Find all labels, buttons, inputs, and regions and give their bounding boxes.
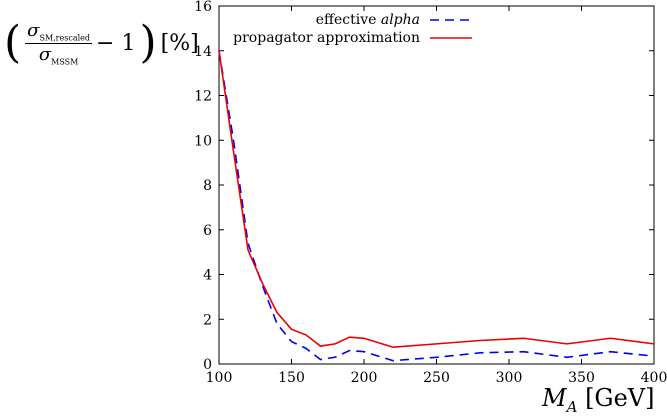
x-tick-label: 200 [351, 370, 378, 386]
x-axis-label: MA [GeV] [542, 384, 655, 416]
x-tick-label: 250 [423, 370, 450, 386]
y-tick-label: 16 [194, 0, 212, 15]
y-tick-label: 6 [203, 223, 212, 239]
series-line-0 [218, 50, 655, 362]
y-tick-label: 4 [203, 268, 212, 284]
y-tick-label: 12 [194, 89, 212, 105]
legend-label: propagator approximation [233, 30, 420, 46]
x-tick-label: 400 [641, 370, 667, 386]
x-tick-label: 100 [206, 370, 233, 386]
y-tick-label: 8 [203, 178, 212, 194]
x-tick-label: 350 [568, 370, 595, 386]
y-tick-label: 14 [194, 44, 212, 60]
y-tick-label: 0 [203, 357, 212, 373]
x-tick-label: 150 [278, 370, 305, 386]
x-tick-label: 300 [496, 370, 523, 386]
y-axis-label: ( σSM,rescaled σMSSM − 1 ) [%] [4, 17, 199, 69]
y-tick-label: 10 [194, 133, 212, 149]
series-line-1 [218, 50, 655, 349]
y-tick-label: 2 [203, 312, 212, 328]
legend-label: effective alpha [316, 12, 420, 28]
plot-frame [218, 5, 655, 365]
